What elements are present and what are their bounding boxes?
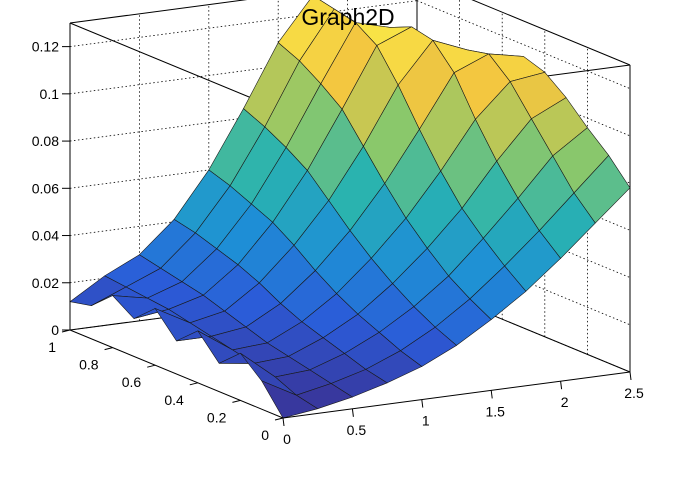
box-edge — [69, 22, 284, 112]
z-gridline — [416, 47, 631, 137]
z-tick-label: 0.1 — [40, 86, 60, 102]
x-axis — [282, 371, 631, 419]
y-tick — [147, 364, 156, 368]
x-tick-label: 1 — [422, 413, 430, 429]
y-tick-label: 0.8 — [79, 357, 99, 373]
z-tick-label: 0.08 — [32, 133, 59, 149]
chart-title: Graph2D — [301, 4, 395, 30]
y-tick — [104, 347, 113, 351]
x-tick — [629, 371, 632, 381]
y-tick — [232, 399, 241, 403]
x-tick-label: 0 — [283, 431, 291, 447]
z-tick-label: 0.12 — [32, 39, 59, 55]
z-tick-label: 0.02 — [32, 275, 59, 291]
box-edge — [471, 0, 631, 66]
z-gridline — [416, 283, 631, 373]
x-tick — [282, 417, 285, 427]
surface-cell — [261, 380, 319, 419]
y-tick-label: 0 — [261, 427, 269, 443]
x-tick — [490, 390, 493, 399]
z-tick-label: 0.06 — [32, 180, 59, 196]
y-axis — [69, 329, 284, 419]
y-tick — [274, 417, 284, 421]
y-tick-label: 0.4 — [164, 392, 184, 408]
box-edge — [69, 0, 248, 24]
x-tick-label: 1.5 — [485, 403, 505, 419]
z-gridline — [416, 189, 631, 278]
y-tick — [189, 382, 198, 386]
z-gridline — [416, 0, 631, 89]
z-tick-label: 0 — [51, 322, 59, 338]
z-gridline — [416, 236, 631, 326]
x-tick-label: 2 — [561, 394, 569, 410]
x-tick — [560, 381, 563, 390]
z-tick-label: 0.04 — [32, 228, 59, 244]
x-tick-label: 2.5 — [624, 385, 644, 401]
y-tick-label: 0.6 — [122, 374, 142, 390]
x-tick — [421, 399, 424, 408]
x-tick-label: 0.5 — [347, 422, 367, 438]
x-tick — [351, 408, 354, 417]
y-tick-label: 1 — [48, 339, 56, 355]
y-tick-label: 0.2 — [207, 409, 227, 425]
